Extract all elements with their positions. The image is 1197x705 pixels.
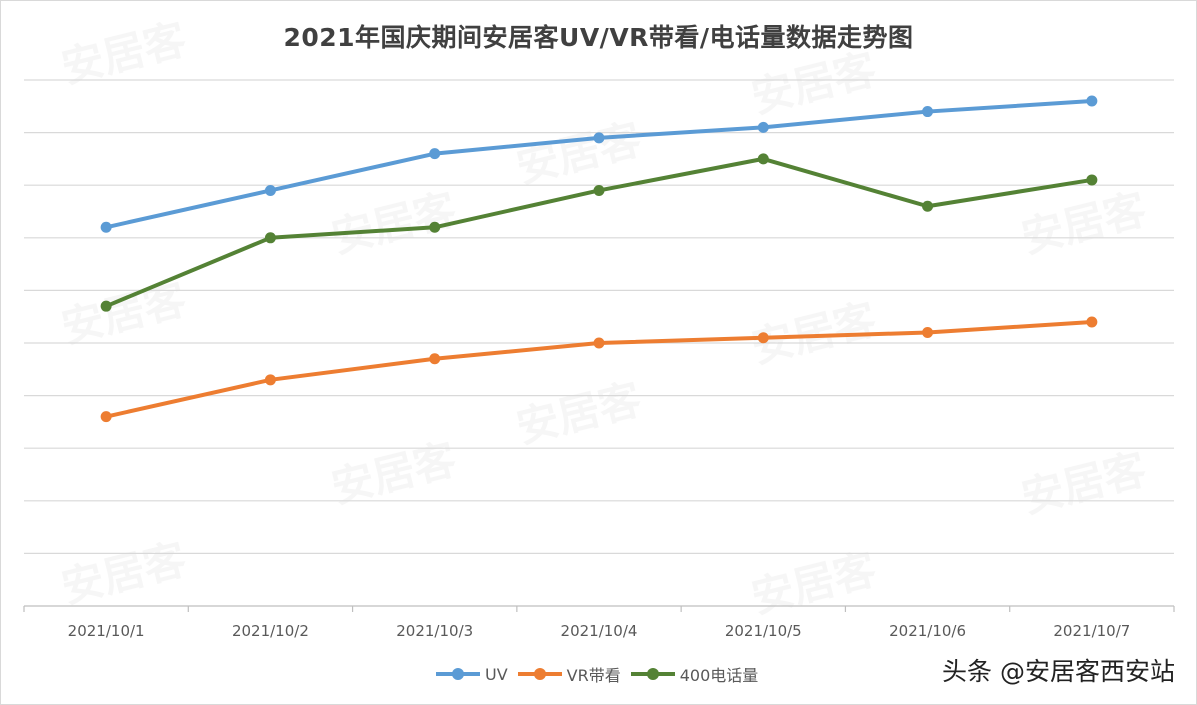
data-point bbox=[922, 106, 934, 118]
data-point bbox=[593, 132, 605, 144]
data-point bbox=[1086, 174, 1098, 186]
data-point bbox=[264, 184, 276, 196]
data-point bbox=[922, 200, 934, 212]
legend-label: 400电话量 bbox=[679, 666, 759, 685]
x-tick-label: 2021/10/7 bbox=[1053, 622, 1130, 640]
chart-title: 2021年国庆期间安居客UV/VR带看/电话量数据走势图 bbox=[283, 23, 914, 52]
data-point bbox=[100, 221, 112, 233]
legend: UV VR带看 400电话量 bbox=[436, 662, 758, 686]
data-point bbox=[922, 326, 934, 338]
data-point bbox=[757, 153, 769, 165]
legend-swatch bbox=[436, 668, 480, 680]
x-tick-label: 2021/10/2 bbox=[232, 622, 309, 640]
data-point bbox=[100, 300, 112, 312]
data-point bbox=[593, 337, 605, 349]
x-tick-label: 2021/10/5 bbox=[725, 622, 802, 640]
gridlines bbox=[24, 79, 1174, 555]
x-tick-label: 2021/10/6 bbox=[889, 622, 966, 640]
legend-label: UV bbox=[485, 664, 508, 684]
data-point bbox=[1086, 316, 1098, 328]
series-layer bbox=[100, 95, 1098, 423]
legend-item: 400电话量 bbox=[630, 662, 759, 686]
credit-watermark: 头条 @安居客西安站 bbox=[942, 657, 1175, 686]
legend-swatch bbox=[517, 668, 562, 680]
x-tick-label: 2021/10/3 bbox=[396, 622, 473, 640]
x-axis: 2021/10/1 2021/10/2 2021/10/3 2021/10/4 2021… bbox=[23, 605, 1175, 640]
data-point bbox=[593, 184, 605, 196]
series-line bbox=[105, 319, 1092, 419]
x-tick-label: 2021/10/1 bbox=[68, 622, 145, 640]
legend-item: UV bbox=[436, 665, 508, 684]
series-line bbox=[105, 156, 1093, 309]
data-point bbox=[100, 411, 112, 423]
data-point bbox=[264, 374, 276, 386]
data-point bbox=[757, 332, 769, 344]
legend-label: VR带看 bbox=[566, 666, 621, 685]
legend-swatch bbox=[630, 668, 675, 680]
data-point bbox=[429, 353, 441, 365]
legend-item: VR带看 bbox=[517, 662, 621, 686]
data-point bbox=[264, 232, 276, 244]
data-point bbox=[757, 121, 769, 133]
data-point bbox=[1086, 95, 1098, 107]
series-line bbox=[105, 99, 1092, 230]
data-point bbox=[429, 221, 441, 233]
data-point bbox=[429, 148, 441, 160]
x-tick-label: 2021/10/4 bbox=[561, 622, 638, 640]
